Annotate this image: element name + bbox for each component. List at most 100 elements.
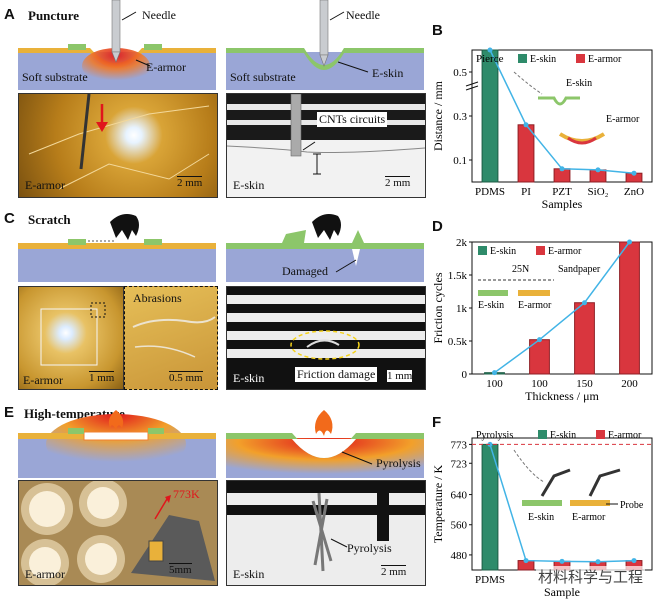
panel-label-b: B xyxy=(432,22,443,39)
legend-swatch-eskin xyxy=(478,246,487,255)
trend-point xyxy=(631,558,637,564)
annotation-arrow-f xyxy=(513,449,545,483)
y-tick-label: 0.1 xyxy=(453,155,467,167)
pyrolysis-label-e2: Pyrolysis xyxy=(376,456,421,470)
legend-label-earmor: E-armor xyxy=(608,430,642,441)
trend-point xyxy=(595,559,601,565)
trend-point xyxy=(559,558,565,564)
flame-icon xyxy=(315,410,333,436)
chart-b-distance: 0.1 0.3 0.5 PDMS PI PZT SiO₂ ZnO Samples Distance… xyxy=(431,47,653,211)
mini-earmor-heat xyxy=(567,136,597,145)
legend-swatch-earmor xyxy=(576,54,585,63)
annotation-earmor-d: E-armor xyxy=(518,300,552,311)
x-axis-label: Thickness / μm xyxy=(525,389,599,403)
puncture-eskin-photo: CNTs circuits E-skin 2 mm xyxy=(226,93,426,198)
y-tick-label: 773 xyxy=(451,439,468,451)
puncture-eskin-schematic xyxy=(226,0,424,90)
trend-point xyxy=(537,337,542,343)
probe-icon xyxy=(588,468,621,497)
x-tick-label: SiO₂ xyxy=(588,186,609,198)
x-tick-label: PZT xyxy=(552,186,572,198)
y-tick-label: 723 xyxy=(451,458,468,470)
mini-earmor-layer-f xyxy=(570,500,610,506)
needle-label-a: Needle xyxy=(142,8,176,22)
trend-line xyxy=(489,49,635,174)
legend-label-earmor: E-armor xyxy=(548,246,582,257)
x-tick-label: PDMS xyxy=(475,574,505,586)
panel-label-f: F xyxy=(432,414,442,431)
trend-point xyxy=(523,558,529,564)
scale-bar-e2: 2 mm xyxy=(381,565,407,578)
annotation-pyrolysis: Pyrolysis xyxy=(476,430,513,441)
damaged-label: Damaged xyxy=(282,264,328,278)
y-tick-label: 640 xyxy=(451,490,468,502)
trend-point xyxy=(627,239,632,245)
scratch-eskin-photo: E-skin Friction damage 1 mm xyxy=(226,286,426,390)
annotation-pierce: Pierce xyxy=(476,53,504,65)
x-tick-label: 150 xyxy=(576,378,593,390)
panel-label-a: A xyxy=(4,6,15,23)
mini-earmor-layer xyxy=(518,290,550,296)
scratch-earmor-schematic xyxy=(18,214,216,282)
scale-bar-a: 2 mm xyxy=(177,176,203,189)
trend-point xyxy=(523,122,529,128)
trend-line xyxy=(494,241,631,374)
panel-title-scratch: Scratch xyxy=(28,212,71,227)
annotation-earmor-f: E-armor xyxy=(572,512,606,523)
watermark: 材料科学与工程 xyxy=(536,566,646,587)
legend-swatch-eskin xyxy=(538,430,547,439)
probe-icon xyxy=(540,468,571,497)
legend-swatch-earmor xyxy=(536,246,545,255)
bar-earmor xyxy=(517,124,535,183)
axis-break xyxy=(465,85,479,91)
trend-point xyxy=(492,370,497,376)
mini-eskin-layer xyxy=(478,290,508,296)
x-tick-label: PI xyxy=(521,186,531,198)
scratch-earmor-photo: E-armor 1 mm xyxy=(18,286,124,390)
cnt-circuits-label: CNTs circuits xyxy=(317,112,388,127)
claw-icon xyxy=(110,214,139,240)
panel-label-d: D xyxy=(432,218,443,235)
trend-point xyxy=(487,47,493,53)
annotation-earmor: E-armor xyxy=(606,114,640,125)
y-tick-label: 1k xyxy=(456,303,468,315)
mini-earmor-schematic xyxy=(558,132,606,143)
scratch-eskin-schematic xyxy=(226,214,424,282)
scratch-abrasion-zoom-photo: Abrasions 0.5 mm xyxy=(124,286,218,390)
trend-point xyxy=(631,170,637,176)
claw-icon xyxy=(312,214,341,240)
x-tick-label: 100 xyxy=(531,378,548,390)
puncture-earmor-schematic xyxy=(18,0,216,90)
x-tick-label: ZnO xyxy=(624,186,644,198)
eskin-label-a2: E-skin xyxy=(372,66,404,80)
abrasions-label: Abrasions xyxy=(133,291,182,305)
y-tick-label: 0.5 xyxy=(453,67,467,79)
friction-damage-label: Friction damage xyxy=(295,367,378,382)
annotation-probe: Probe xyxy=(620,500,644,511)
x-tick-label: 100 xyxy=(486,378,503,390)
scale-bar-c3: 1 mm xyxy=(387,369,413,382)
photo-label-eskin-a2: E-skin xyxy=(233,178,265,192)
y-axis-label: Friction cycles xyxy=(431,272,445,343)
substrate-label-a2: Soft substrate xyxy=(230,70,296,84)
y-tick-label: 2k xyxy=(456,237,468,249)
x-axis-label: Sample xyxy=(544,585,580,599)
hightemp-eskin-photo: Pyrolysis E-skin 2 mm xyxy=(226,480,426,586)
panel-title-puncture: Puncture xyxy=(28,8,80,23)
legend-swatch-eskin xyxy=(518,54,527,63)
legend-swatch-earmor xyxy=(596,430,605,439)
flame-icon xyxy=(108,410,124,430)
photo-label-earmor-a: E-armor xyxy=(25,178,65,192)
annotation-eskin-f: E-skin xyxy=(528,512,554,523)
y-tick-label: 1.5k xyxy=(448,270,468,282)
annotation-eskin: E-skin xyxy=(566,78,592,89)
panel-label-c: C xyxy=(4,210,15,227)
trend-point xyxy=(595,167,601,173)
temperature-773k-label: 773K xyxy=(173,487,200,501)
photo-label-eskin-e2: E-skin xyxy=(233,567,265,581)
photo-label-earmor-e: E-armor xyxy=(25,567,65,581)
annotation-25n: 25N xyxy=(512,264,529,275)
bar-earmor xyxy=(574,302,595,375)
annotation-eskin-d: E-skin xyxy=(478,300,504,311)
photo-label-eskin-c2: E-skin xyxy=(233,371,265,385)
